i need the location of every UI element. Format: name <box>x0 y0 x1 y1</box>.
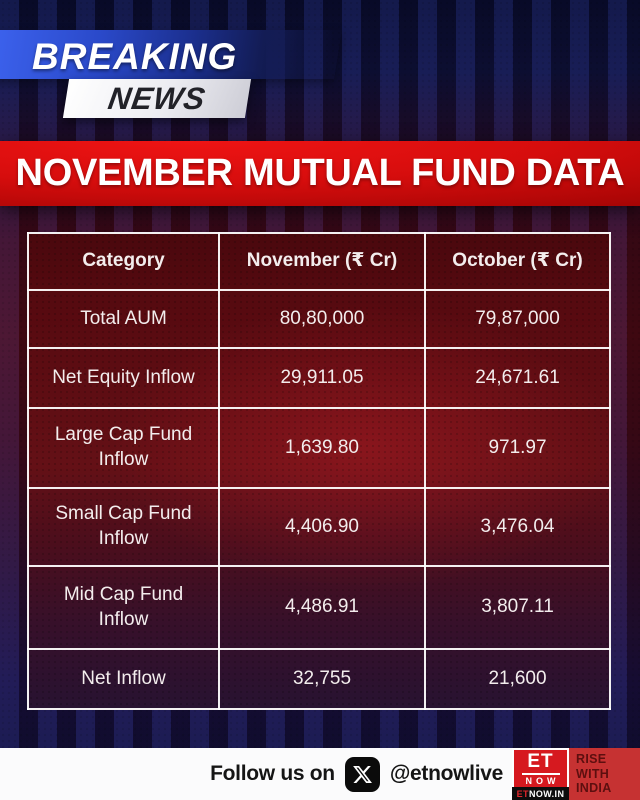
cell-category: Large Cap Fund Inflow <box>27 407 220 489</box>
footer-bar: Follow us on @etnowlive ET NOW ET NOW.IN … <box>0 748 640 800</box>
cell-category: Net Inflow <box>27 648 220 710</box>
cell-november: 4,486.91 <box>218 565 426 650</box>
cell-category: Total AUM <box>27 289 220 349</box>
etnow-logo-now: NOW <box>521 773 560 787</box>
cell-category: Small Cap Fund Inflow <box>27 487 220 567</box>
table-row: Large Cap Fund Inflow 1,639.80 971.97 <box>27 407 611 489</box>
cell-category: Mid Cap Fund Inflow <box>27 565 220 650</box>
etnow-logo-et: ET <box>527 751 554 772</box>
cell-october: 3,807.11 <box>424 565 611 650</box>
tagline-line: INDIA <box>576 781 612 796</box>
cell-november: 29,911.05 <box>218 347 426 409</box>
breaking-label: BREAKING <box>32 36 238 77</box>
rise-with-india-tagline: RISE WITH INDIA <box>569 748 640 800</box>
breaking-news-logo: BREAKING NEWS <box>0 0 420 130</box>
cell-november: 32,755 <box>218 648 426 710</box>
cell-october: 79,87,000 <box>424 289 611 349</box>
news-banner-ribbon: NEWS <box>62 79 252 118</box>
cell-november: 80,80,000 <box>218 289 426 349</box>
tagline-line: RISE <box>576 751 607 766</box>
table-row: Total AUM 80,80,000 79,87,000 <box>27 289 611 349</box>
x-twitter-icon <box>344 756 380 792</box>
table-row: Small Cap Fund Inflow 4,406.90 3,476.04 <box>27 487 611 567</box>
mutual-fund-data-table: Category November (₹ Cr) October (₹ Cr) … <box>27 232 611 710</box>
cell-october: 3,476.04 <box>424 487 611 567</box>
etnow-logo: ET NOW ET NOW.IN <box>512 748 569 800</box>
news-label: NEWS <box>105 80 209 116</box>
etnow-brand-panel: ET NOW ET NOW.IN RISE WITH INDIA <box>512 748 640 800</box>
cell-october: 971.97 <box>424 407 611 489</box>
etnow-site-strip: ET NOW.IN <box>512 787 569 800</box>
table-row: Net Inflow 32,755 21,600 <box>27 648 611 710</box>
cell-october: 24,671.61 <box>424 347 611 409</box>
follow-us-label: Follow us on <box>210 762 335 785</box>
header-november: November (₹ Cr) <box>218 232 426 291</box>
site-strip-et: ET <box>516 788 529 799</box>
cell-october: 21,600 <box>424 648 611 710</box>
etnow-logo-square: ET NOW <box>512 748 569 787</box>
site-strip-nowin: NOW.IN <box>528 788 565 799</box>
page-title: NOVEMBER MUTUAL FUND DATA <box>15 152 625 194</box>
header-october: October (₹ Cr) <box>424 232 611 291</box>
table-row: Net Equity Inflow 29,911.05 24,671.61 <box>27 347 611 409</box>
twitter-handle: @etnowlive <box>389 762 503 785</box>
cell-november: 4,406.90 <box>218 487 426 567</box>
table-row: Mid Cap Fund Inflow 4,486.91 3,807.11 <box>27 565 611 650</box>
table-header-row: Category November (₹ Cr) October (₹ Cr) <box>27 232 611 291</box>
tagline-line: WITH <box>576 766 610 781</box>
header-category: Category <box>27 232 220 291</box>
cell-category: Net Equity Inflow <box>27 347 220 409</box>
cell-november: 1,639.80 <box>218 407 426 489</box>
headline-banner: NOVEMBER MUTUAL FUND DATA <box>0 141 640 206</box>
